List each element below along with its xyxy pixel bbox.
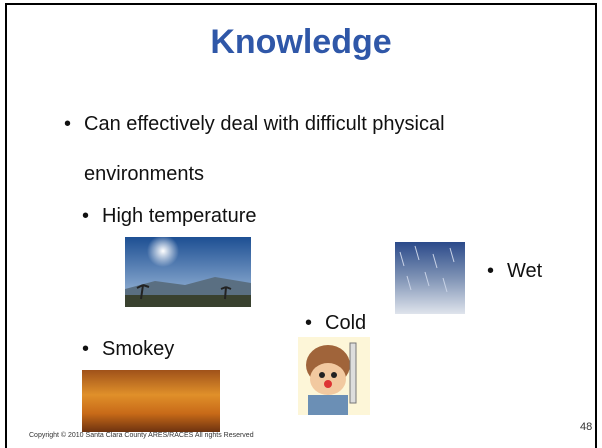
wet-photo [395, 242, 465, 314]
footer: Copyright © 2010 Santa Clara County ARES… [29, 432, 254, 439]
cold-cartoon [298, 337, 370, 415]
page-number: 48 [580, 421, 592, 433]
sub-bullet: High temperature [102, 205, 257, 228]
smoke-photo [82, 370, 220, 432]
slide: Knowledge Can effectively deal with diff… [5, 3, 597, 448]
sub-bullet: Smokey [102, 338, 174, 361]
page: Knowledge Can effectively deal with diff… [0, 0, 602, 446]
hot-photo [125, 237, 251, 307]
sub-bullet: Wet [507, 260, 542, 283]
slide-title: Knowledge [7, 23, 595, 62]
sub-bullet: Cold [325, 312, 366, 335]
bullet: Can effectively deal with difficult phys… [84, 99, 524, 199]
